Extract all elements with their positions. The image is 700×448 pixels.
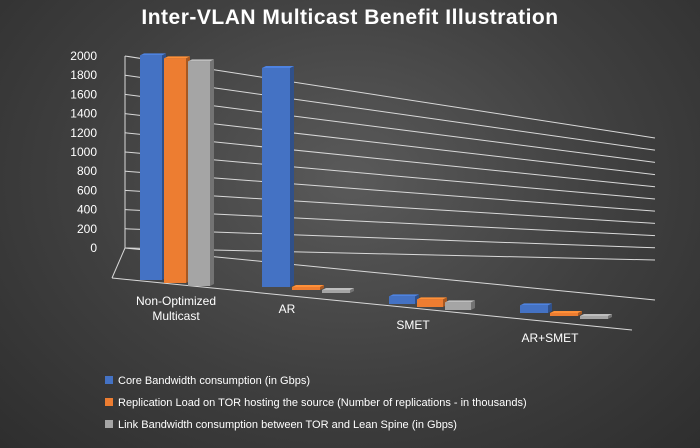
bar <box>292 285 324 290</box>
bar <box>262 65 294 287</box>
y-tick-label: 400 <box>77 203 97 217</box>
category-label: Multicast <box>152 309 200 323</box>
legend-swatch <box>105 420 113 428</box>
bar <box>188 59 214 286</box>
y-tick-label: 0 <box>90 241 97 255</box>
y-tick-label: 1400 <box>70 107 97 121</box>
category-label: AR+SMET <box>521 331 579 345</box>
floor-left-edge <box>111 247 126 279</box>
floor-front-edge <box>111 277 633 331</box>
legend-label: Core Bandwidth consumption (in Gbps) <box>118 375 310 387</box>
legend-swatch <box>105 398 113 406</box>
category-label: AR <box>279 302 296 316</box>
y-tick-label: 1000 <box>70 145 97 159</box>
bar <box>322 288 354 293</box>
y-tick-label: 800 <box>77 164 97 178</box>
bar <box>520 303 552 313</box>
legend-label: Replication Load on TOR hosting the sour… <box>118 397 527 409</box>
category-label: Non-Optimized <box>136 294 216 308</box>
y-tick-label: 1800 <box>70 68 97 82</box>
legend-item: Replication Load on TOR hosting the sour… <box>105 397 527 409</box>
y-tick-label: 1200 <box>70 126 97 140</box>
category-label: SMET <box>396 318 430 332</box>
legend-swatch <box>105 376 113 384</box>
y-tick-label: 200 <box>77 222 97 236</box>
bar <box>580 314 612 319</box>
bar <box>389 294 419 304</box>
legend-label: Link Bandwidth consumption between TOR a… <box>118 419 457 431</box>
bar <box>140 53 166 280</box>
y-tick-label: 2000 <box>70 49 97 63</box>
chart-title: Inter-VLAN Multicast Benefit Illustratio… <box>141 6 559 29</box>
y-tick-label: 600 <box>77 183 97 197</box>
bar <box>417 297 447 307</box>
legend-item: Core Bandwidth consumption (in Gbps) <box>105 375 310 387</box>
bar <box>164 56 190 283</box>
bar <box>445 300 475 310</box>
bar <box>550 311 582 316</box>
legend-item: Link Bandwidth consumption between TOR a… <box>105 419 457 431</box>
y-tick-label: 1600 <box>70 87 97 101</box>
